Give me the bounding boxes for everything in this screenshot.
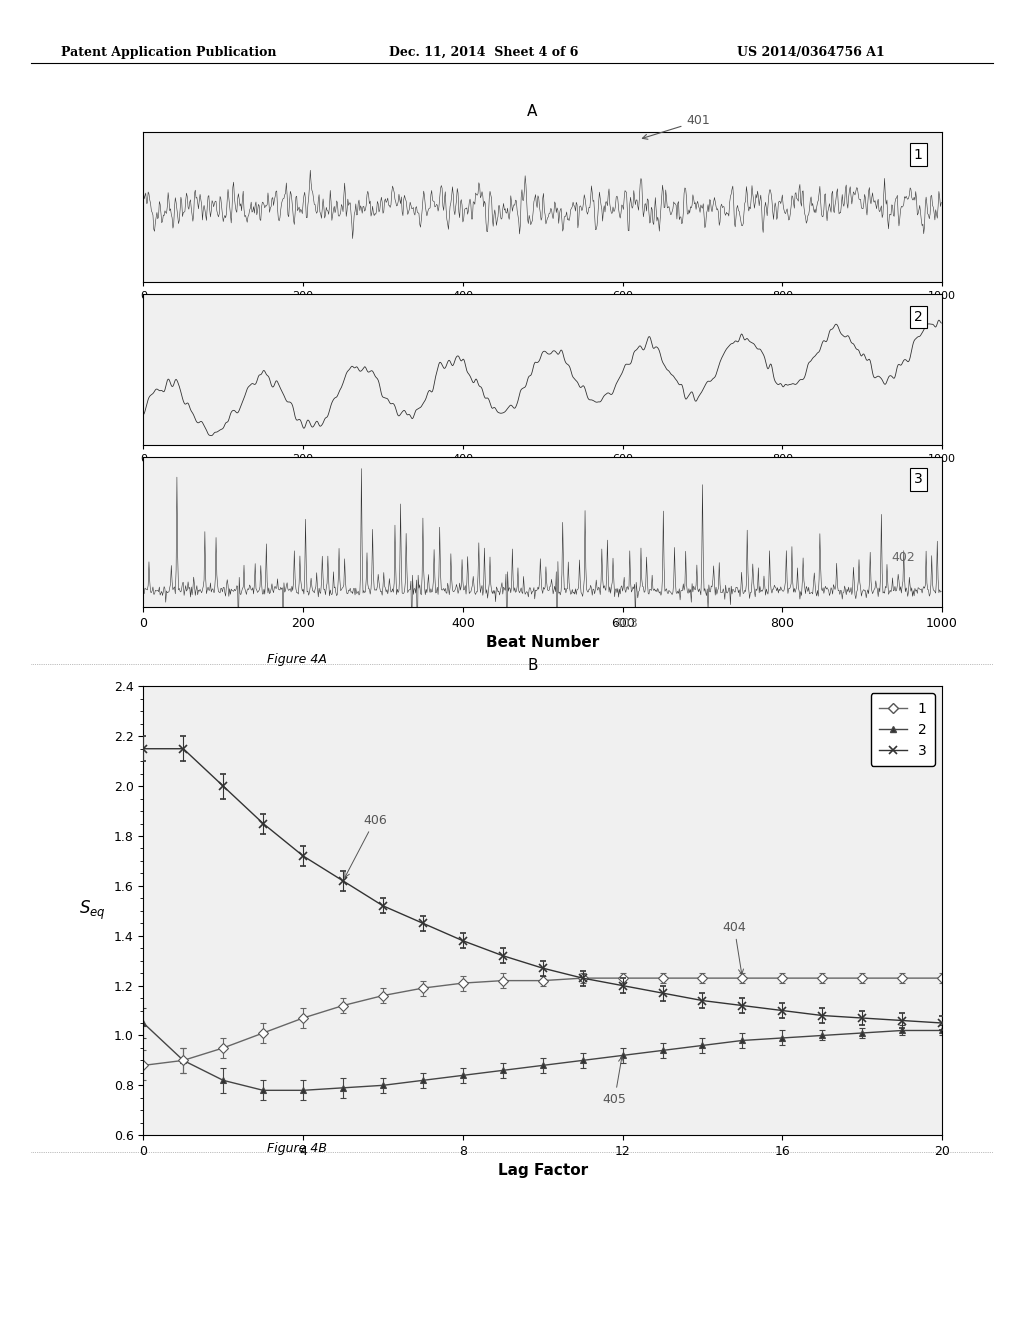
Text: 401: 401 bbox=[642, 115, 711, 139]
Y-axis label: $S_{eq}$: $S_{eq}$ bbox=[80, 899, 106, 923]
Text: 1: 1 bbox=[913, 148, 923, 161]
Text: 3: 3 bbox=[913, 473, 923, 486]
Text: A: A bbox=[527, 104, 538, 119]
Text: US 2014/0364756 A1: US 2014/0364756 A1 bbox=[737, 46, 885, 59]
X-axis label: Beat Number: Beat Number bbox=[486, 635, 599, 651]
Text: Dec. 11, 2014  Sheet 4 of 6: Dec. 11, 2014 Sheet 4 of 6 bbox=[389, 46, 579, 59]
Text: 404: 404 bbox=[723, 921, 746, 974]
Text: Figure 4A: Figure 4A bbox=[267, 653, 327, 667]
Text: 402: 402 bbox=[891, 550, 914, 564]
Text: 403: 403 bbox=[614, 616, 638, 630]
Text: B: B bbox=[527, 659, 538, 673]
Text: 2: 2 bbox=[913, 310, 923, 323]
Text: 406: 406 bbox=[345, 813, 387, 878]
Legend: 1, 2, 3: 1, 2, 3 bbox=[870, 693, 935, 766]
Text: Figure 4B: Figure 4B bbox=[267, 1142, 327, 1155]
X-axis label: Lag Factor: Lag Factor bbox=[498, 1163, 588, 1179]
Text: Patent Application Publication: Patent Application Publication bbox=[61, 46, 276, 59]
Text: 405: 405 bbox=[602, 1057, 627, 1106]
